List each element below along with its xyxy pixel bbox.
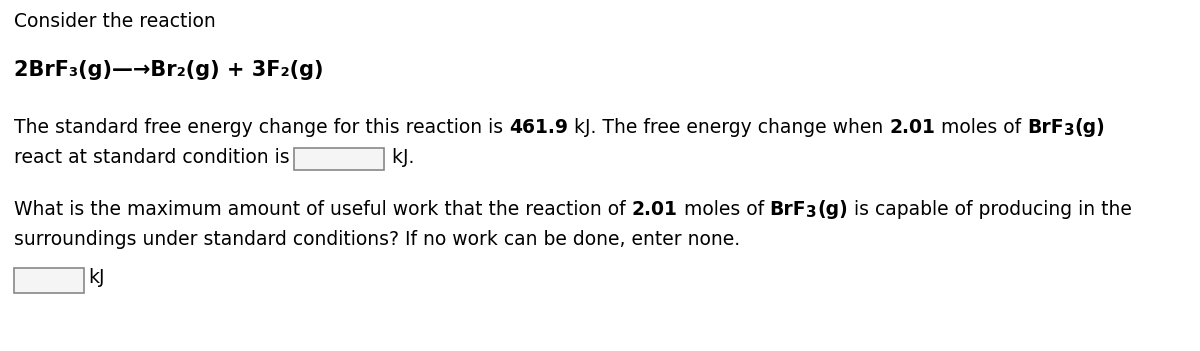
Text: BrF: BrF bbox=[1027, 118, 1064, 137]
Text: surroundings under standard conditions? If no work can be done, enter none.: surroundings under standard conditions? … bbox=[14, 230, 740, 249]
Text: The standard free energy change for this reaction is: The standard free energy change for this… bbox=[14, 118, 509, 137]
Text: moles of: moles of bbox=[935, 118, 1027, 137]
Text: Consider the reaction: Consider the reaction bbox=[14, 12, 216, 31]
Text: 3: 3 bbox=[1064, 123, 1075, 138]
Text: 3: 3 bbox=[806, 205, 817, 220]
Text: 461.9: 461.9 bbox=[509, 118, 568, 137]
Text: 2.01: 2.01 bbox=[631, 200, 678, 219]
Text: BrF: BrF bbox=[769, 200, 806, 219]
Text: (g): (g) bbox=[1075, 118, 1105, 137]
Text: (g): (g) bbox=[817, 200, 847, 219]
Text: kJ.: kJ. bbox=[385, 148, 414, 167]
Text: kJ. The free energy change when: kJ. The free energy change when bbox=[568, 118, 889, 137]
Text: 2BrF₃(g)—→Br₂(g) + 3F₂(g): 2BrF₃(g)—→Br₂(g) + 3F₂(g) bbox=[14, 60, 324, 80]
Text: is capable of producing in the: is capable of producing in the bbox=[847, 200, 1132, 219]
Text: moles of: moles of bbox=[678, 200, 769, 219]
Text: react at standard condition is: react at standard condition is bbox=[14, 148, 289, 167]
Text: What is the maximum amount of useful work that the reaction of: What is the maximum amount of useful wor… bbox=[14, 200, 631, 219]
Text: 2.01: 2.01 bbox=[889, 118, 935, 137]
Text: kJ: kJ bbox=[88, 268, 104, 287]
